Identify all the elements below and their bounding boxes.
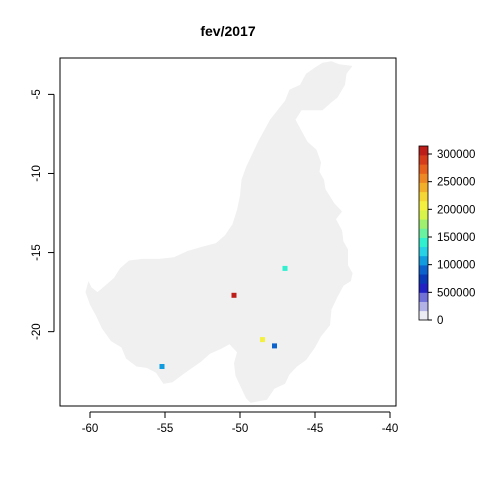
y-axis: -5 -10 -15 -20 bbox=[31, 89, 55, 340]
legend-swatch bbox=[419, 265, 428, 275]
region-shape bbox=[85, 61, 353, 403]
legend-label: 500000 bbox=[437, 287, 475, 299]
plot-frame bbox=[59, 57, 397, 407]
legend-swatch bbox=[419, 155, 428, 165]
legend-label: 200000 bbox=[437, 204, 475, 216]
data-point bbox=[231, 292, 237, 298]
x-tick-label: -55 bbox=[157, 423, 174, 435]
map-title: fev/2017 bbox=[200, 23, 255, 39]
legend-swatch bbox=[419, 255, 428, 266]
data-point bbox=[272, 343, 277, 349]
y-tick-label: -10 bbox=[31, 165, 43, 182]
legend-swatch bbox=[419, 228, 428, 238]
color-legend: 0 500000 100000 150000 200000 250000 300000 bbox=[418, 145, 475, 327]
y-tick-label: -20 bbox=[31, 323, 43, 340]
legend-label: 300000 bbox=[437, 149, 475, 161]
legend-frame bbox=[418, 145, 429, 321]
legend-swatch bbox=[419, 146, 428, 156]
x-axis: -60 -55 -50 -45 -40 bbox=[82, 411, 399, 435]
data-point bbox=[159, 364, 165, 369]
legend-swatch bbox=[419, 210, 428, 220]
legend-swatch bbox=[419, 173, 428, 183]
x-tick-label: -45 bbox=[307, 423, 324, 435]
legend-swatch bbox=[419, 292, 428, 302]
x-tick-label: -50 bbox=[232, 423, 249, 435]
legend-swatch bbox=[419, 200, 428, 211]
legend-swatch bbox=[419, 164, 428, 174]
legend-swatch bbox=[419, 301, 428, 312]
x-tick-label: -60 bbox=[82, 423, 99, 435]
data-point bbox=[282, 265, 288, 271]
legend-label: 0 bbox=[437, 315, 443, 327]
legend-swatch bbox=[419, 237, 428, 248]
legend-label: 150000 bbox=[437, 232, 475, 244]
y-tick-label: -15 bbox=[31, 244, 43, 261]
legend-swatch bbox=[419, 191, 428, 202]
legend-swatch bbox=[419, 182, 428, 193]
x-tick-label: -40 bbox=[382, 423, 399, 435]
legend-swatch bbox=[419, 219, 428, 229]
legend-swatch bbox=[419, 310, 428, 321]
legend-swatch bbox=[419, 246, 428, 257]
legend-label: 100000 bbox=[437, 260, 475, 272]
legend-label: 250000 bbox=[437, 177, 475, 189]
legend-swatch bbox=[419, 274, 428, 284]
legend-swatch bbox=[419, 283, 428, 293]
y-tick-label: -5 bbox=[31, 89, 43, 99]
data-point bbox=[260, 337, 265, 343]
